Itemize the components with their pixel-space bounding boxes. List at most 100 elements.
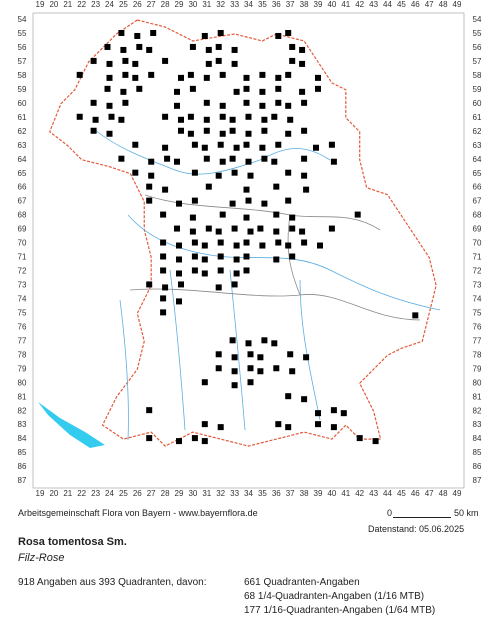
- occurrence-square: [106, 102, 113, 109]
- column-label: 39: [314, 0, 323, 9]
- occurrence-square: [162, 113, 169, 120]
- occurrence-square: [243, 214, 250, 221]
- column-label: 21: [63, 0, 72, 9]
- common-name: Filz-Rose: [18, 552, 65, 564]
- occurrence-square: [217, 239, 224, 246]
- column-label: 44: [383, 0, 392, 9]
- row-label: 75: [473, 308, 482, 317]
- occurrence-square: [106, 74, 113, 81]
- row-label: 63: [473, 141, 482, 150]
- occurrence-square: [178, 116, 184, 123]
- occurrence-square: [191, 253, 198, 260]
- column-label: 29: [175, 489, 184, 498]
- row-label: 87: [473, 476, 482, 485]
- column-label: 44: [383, 489, 392, 498]
- occurrence-square: [271, 340, 278, 347]
- occurrence-square: [275, 239, 282, 246]
- column-label: 31: [202, 489, 211, 498]
- row-label: 86: [473, 462, 482, 471]
- occurrence-square: [299, 46, 306, 53]
- occurrence-square: [273, 256, 280, 263]
- row-label: 80: [473, 378, 482, 387]
- occurrence-square: [354, 211, 361, 218]
- occurrence-square: [289, 253, 296, 260]
- row-label: 69: [473, 225, 482, 234]
- occurrence-square: [205, 225, 212, 232]
- column-label: 37: [286, 0, 295, 9]
- occurrence-square: [106, 130, 113, 137]
- occurrence-square: [289, 225, 296, 232]
- column-label: 46: [411, 489, 420, 498]
- occurrence-square: [259, 144, 266, 151]
- occurrence-square: [330, 424, 337, 431]
- occurrence-square: [275, 141, 282, 148]
- occurrence-square: [259, 242, 266, 249]
- occurrence-square: [217, 253, 224, 260]
- occurrence-square: [132, 60, 139, 67]
- occurrence-square: [303, 354, 310, 361]
- occurrence-square: [217, 424, 224, 431]
- row-label: 69: [18, 225, 27, 234]
- occurrence-square: [301, 239, 308, 246]
- row-label: 83: [18, 420, 27, 429]
- occurrence-square: [160, 211, 167, 218]
- occurrence-square: [243, 74, 250, 81]
- occurrence-square: [285, 424, 292, 431]
- occurrence-square: [92, 116, 99, 123]
- date: Datenstand: 05.06.2025: [368, 524, 465, 534]
- row-label: 71: [18, 253, 27, 262]
- occurrence-square: [205, 46, 212, 53]
- occurrence-square: [356, 435, 363, 442]
- occurrence-square: [273, 183, 280, 190]
- occurrence-square: [315, 410, 321, 417]
- occurrence-square: [187, 71, 194, 78]
- occurrence-square: [261, 200, 268, 207]
- occurrence-square: [136, 85, 143, 92]
- occurrence-square: [217, 141, 224, 148]
- occurrence-square: [160, 309, 167, 316]
- occurrence-square: [259, 71, 266, 78]
- occurrence-square: [76, 113, 83, 120]
- species-name: Rosa tomentosa Sm.: [18, 536, 127, 548]
- occurrence-square: [245, 113, 252, 120]
- occurrence-square: [164, 155, 171, 162]
- row-label: 74: [18, 295, 27, 304]
- column-label: 20: [49, 0, 58, 9]
- occurrence-square: [122, 57, 129, 64]
- occurrence-square: [146, 435, 153, 442]
- occurrence-square: [203, 99, 210, 106]
- column-label: 47: [425, 0, 434, 9]
- row-label: 58: [473, 71, 482, 80]
- occurrence-square: [247, 228, 254, 235]
- column-label: 32: [216, 489, 225, 498]
- occurrence-square: [203, 155, 210, 162]
- lake: [38, 402, 105, 448]
- occurrence-square: [219, 211, 226, 218]
- occurrence-square: [285, 29, 292, 36]
- occurrence-square: [134, 32, 141, 39]
- occurrence-square: [160, 295, 167, 302]
- occurrence-square: [219, 113, 226, 120]
- occurrence-square: [176, 298, 182, 305]
- occurrence-square: [275, 85, 282, 92]
- occurrence-square: [191, 141, 198, 148]
- column-label: 34: [244, 489, 253, 498]
- occurrence-square: [301, 127, 308, 134]
- occurrence-square: [217, 267, 224, 274]
- occurrence-square: [301, 396, 308, 403]
- row-label: 58: [18, 71, 27, 80]
- occurrence-square: [275, 32, 282, 39]
- occurrence-square: [287, 116, 294, 123]
- column-label: 39: [314, 489, 323, 498]
- row-label: 60: [18, 99, 27, 108]
- occurrence-square: [215, 57, 222, 64]
- column-label: 23: [91, 0, 100, 9]
- occurrence-square: [233, 144, 240, 151]
- row-label: 64: [18, 155, 27, 164]
- occurrence-square: [315, 74, 321, 81]
- row-label: 70: [18, 239, 27, 248]
- occurrence-square: [132, 74, 139, 81]
- occurrence-square: [289, 214, 296, 221]
- occurrence-square: [271, 158, 278, 165]
